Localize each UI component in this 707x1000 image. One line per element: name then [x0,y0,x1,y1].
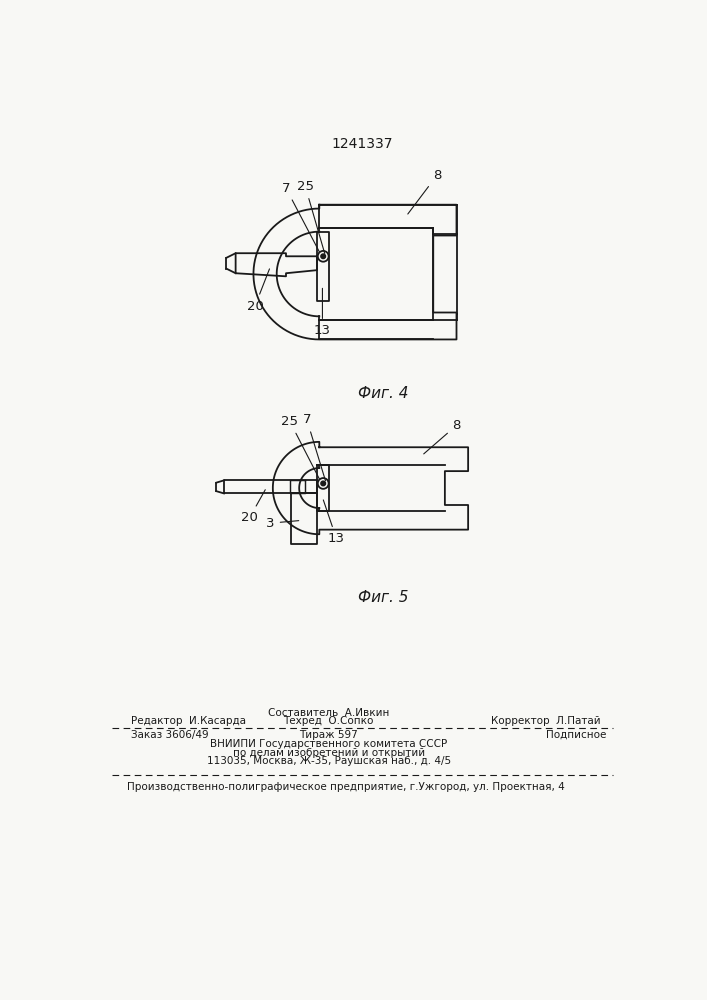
Text: 25: 25 [297,180,325,254]
Text: Техред  О.Сопко: Техред О.Сопко [284,716,374,726]
Text: 25: 25 [281,415,320,479]
Text: 8: 8 [408,169,441,214]
Text: Фиг. 5: Фиг. 5 [358,590,408,605]
Text: 113035, Москва, Ж-35, Раушская наб., д. 4/5: 113035, Москва, Ж-35, Раушская наб., д. … [206,756,450,766]
Text: 20: 20 [241,490,265,524]
Circle shape [321,254,325,259]
Text: 1241337: 1241337 [331,137,392,151]
Text: по делам изобретений и открытий: по делам изобретений и открытий [233,748,425,758]
Text: Составитель  А.Ивкин: Составитель А.Ивкин [268,708,390,718]
Text: Подписное: Подписное [546,730,606,740]
Text: 3: 3 [267,517,299,530]
Text: Производственно-полиграфическое предприятие, г.Ужгород, ул. Проектная, 4: Производственно-полиграфическое предприя… [127,782,565,792]
Text: Заказ 3606/49: Заказ 3606/49 [131,730,209,740]
Text: 13: 13 [314,288,331,337]
Text: Тираж 597: Тираж 597 [299,730,358,740]
Text: ВНИИПИ Государственного комитета СССР: ВНИИПИ Государственного комитета СССР [210,739,448,749]
Text: 8: 8 [423,419,461,454]
Text: Корректор  Л.Патай: Корректор Л.Патай [491,716,600,726]
Text: 13: 13 [323,500,345,545]
Text: 20: 20 [247,269,269,312]
Text: 7: 7 [303,413,325,481]
Text: Фиг. 4: Фиг. 4 [358,386,408,401]
Text: 7: 7 [282,182,320,252]
Text: Редактор  И.Касарда: Редактор И.Касарда [131,716,246,726]
Circle shape [321,481,325,486]
